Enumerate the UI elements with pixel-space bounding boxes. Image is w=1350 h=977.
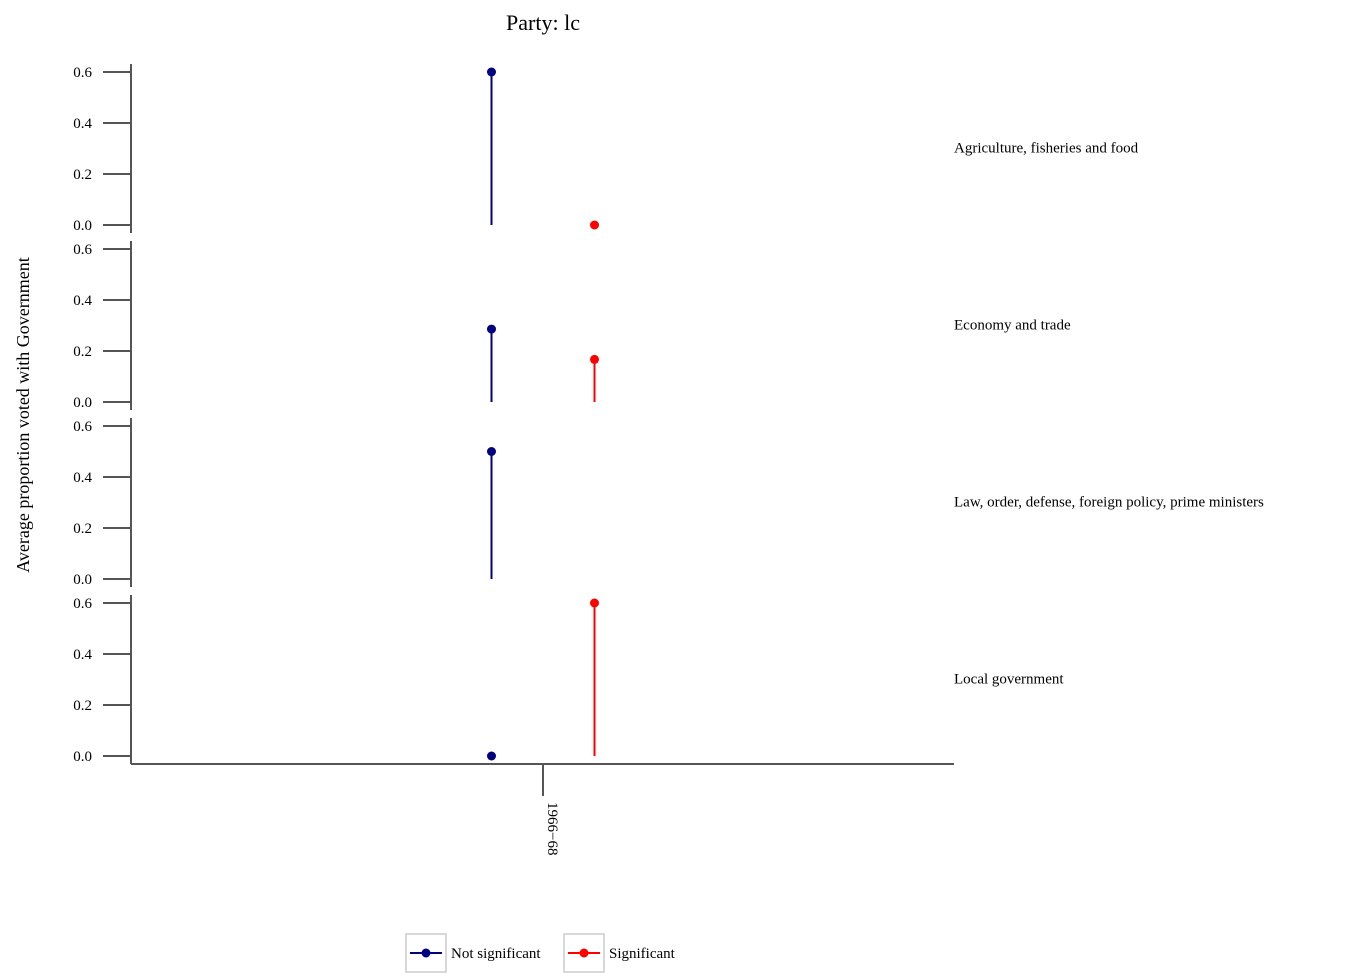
y-tick-label: 0.6	[73, 65, 92, 81]
facet-panels: 0.0 0.2 0.4 0.6 Agriculture, fisheries and f…	[73, 64, 1264, 765]
x-tick-label: 1966−68	[544, 802, 560, 855]
facet-panel: 0.0 0.2 0.4 0.6 Economy and trade	[73, 241, 1071, 411]
lollipop-point	[590, 598, 599, 608]
legend-key	[405, 933, 447, 973]
y-tick-label: 0.4	[73, 647, 92, 663]
y-tick-label: 0.0	[73, 572, 92, 588]
lollipop-point	[487, 447, 496, 456]
legend-item: Not significant	[405, 933, 541, 973]
y-tick-label: 0.0	[73, 749, 92, 765]
facet-panel: 0.0 0.2 0.4 0.6 Law, order, defense, foreign…	[73, 418, 1264, 588]
y-tick-label: 0.4	[73, 470, 92, 486]
y-tick-label: 0.0	[73, 395, 92, 411]
legend-label: Not significant	[451, 946, 541, 962]
legend: Not significant Significant	[405, 933, 676, 973]
facet-label: Economy and trade	[954, 318, 1071, 334]
legend-key-point	[579, 948, 589, 958]
y-tick-label: 0.6	[73, 596, 92, 612]
lollipop-point	[487, 751, 496, 761]
lollipop-point	[487, 67, 496, 77]
facet-panel: 0.0 0.2 0.4 0.6 Local government	[73, 595, 1064, 765]
legend-label: Significant	[609, 946, 676, 962]
chart-title: Party: lc	[506, 10, 580, 35]
y-tick-label: 0.6	[73, 419, 92, 435]
y-tick-label: 0.2	[73, 167, 92, 183]
y-tick-label: 0.6	[73, 242, 92, 258]
lollipop-point	[487, 324, 496, 334]
legend-key	[563, 933, 605, 973]
legend-key-point	[421, 948, 431, 958]
y-tick-label: 0.4	[73, 116, 92, 132]
facet-label: Agriculture, fisheries and food	[954, 141, 1139, 157]
facet-label: Local government	[954, 672, 1064, 688]
legend-item: Significant	[563, 933, 676, 973]
facet-panel: 0.0 0.2 0.4 0.6 Agriculture, fisheries and f…	[73, 64, 1139, 234]
y-tick-label: 0.2	[73, 521, 92, 537]
y-tick-label: 0.2	[73, 344, 92, 360]
y-tick-label: 0.2	[73, 698, 92, 714]
x-axis: 1966−68	[131, 763, 954, 855]
facet-label: Law, order, defense, foreign policy, pri…	[954, 495, 1264, 511]
lollipop-point	[590, 220, 599, 230]
y-tick-label: 0.0	[73, 218, 92, 234]
y-tick-label: 0.4	[73, 293, 92, 309]
lollipop-point	[590, 354, 599, 364]
y-axis-label: Average proportion voted with Government	[13, 257, 33, 573]
